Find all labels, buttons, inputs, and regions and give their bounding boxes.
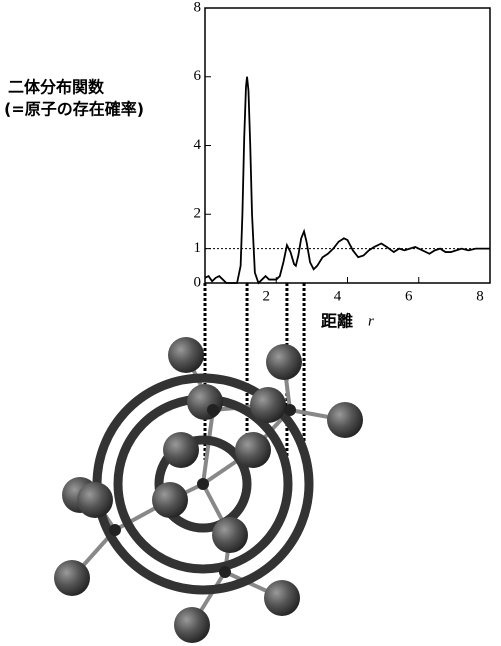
y-label: 二体分布関数: [8, 78, 105, 97]
x-tick-label: 4: [334, 288, 342, 304]
molecule-diagram: [54, 337, 363, 643]
page: 二体分布関数 (=原子の存在確率) 距離 r 0124682468 (() =>…: [0, 0, 501, 646]
data-line: [205, 77, 490, 283]
x-label: 距離: [321, 312, 353, 331]
y-tick-label: 8: [194, 0, 202, 15]
figure: 二体分布関数 (=原子の存在確率) 距離 r 0 1 2 4 6 8 2 4 6 8: [0, 0, 501, 646]
y-label: (=原子の存在確率): [4, 100, 144, 119]
y-tick-label: 1: [194, 240, 202, 256]
x-tick-label: 6: [405, 288, 413, 304]
y-tick-label: 4: [194, 137, 202, 153]
y-tick-label: 6: [194, 68, 202, 84]
y-tick-label: 0: [194, 274, 202, 290]
y-tick-label: 2: [194, 206, 202, 222]
x-tick-label: 2: [263, 288, 271, 304]
x-label-var: r: [368, 313, 374, 329]
x-tick-label: 8: [476, 288, 484, 304]
